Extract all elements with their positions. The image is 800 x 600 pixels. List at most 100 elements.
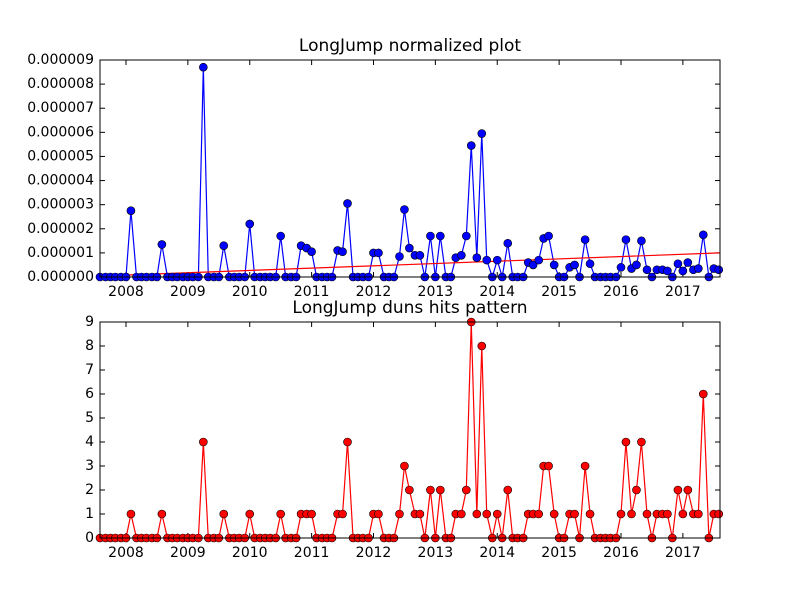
data-point <box>663 509 672 519</box>
data-point <box>415 509 425 519</box>
data-point <box>415 251 425 260</box>
x-tick-label: 2008 <box>108 545 144 561</box>
y-tick-label: 0.000009 <box>27 52 94 68</box>
x-tick-label: 2012 <box>356 284 392 300</box>
y-tick-label: 5 <box>85 410 94 426</box>
data-point <box>642 509 652 519</box>
y-tick-label: 0.000000 <box>27 269 94 285</box>
y-tick-label: 4 <box>85 434 94 450</box>
y-tick-label: 0.000002 <box>27 221 94 237</box>
data-line <box>100 321 719 539</box>
data-point <box>199 437 208 447</box>
data-point <box>570 260 579 270</box>
data-point <box>466 141 476 150</box>
data-point <box>436 231 445 241</box>
data-point <box>426 231 435 241</box>
data-point <box>462 231 471 241</box>
x-tick-label: 2016 <box>603 284 639 300</box>
y-tick-label: 0.000007 <box>27 100 94 116</box>
data-point <box>426 485 435 495</box>
x-tick-label: 2016 <box>603 545 639 561</box>
data-point <box>549 260 559 270</box>
data-point <box>126 509 136 519</box>
data-point <box>642 265 652 275</box>
x-tick-label: 2013 <box>418 545 454 561</box>
data-point <box>673 485 683 495</box>
data-point <box>683 258 693 267</box>
y-tick-label: 2 <box>85 482 94 498</box>
y-tick-label: 0.000003 <box>27 197 94 213</box>
data-point <box>492 255 502 265</box>
data-point <box>714 509 724 519</box>
data-point <box>528 260 538 270</box>
data-point <box>663 266 672 276</box>
data-point <box>621 437 631 447</box>
data-point <box>374 509 383 519</box>
x-tick-label: 2011 <box>294 284 330 300</box>
data-point <box>276 509 285 519</box>
data-point <box>472 253 482 263</box>
data-point <box>395 509 404 519</box>
x-tick-label: 2015 <box>541 284 577 300</box>
x-tick-label: 2015 <box>541 545 577 561</box>
x-tick-label: 2013 <box>418 284 454 300</box>
data-point <box>570 509 579 519</box>
y-tick-label: 0.000005 <box>27 148 94 164</box>
data-point <box>503 238 513 248</box>
y-tick-label: 9 <box>85 314 94 330</box>
y-tick-label: 0.000001 <box>27 245 94 261</box>
data-point <box>580 461 590 471</box>
y-tick-label: 1 <box>85 506 94 522</box>
x-tick-label: 2017 <box>665 284 701 300</box>
data-point <box>627 509 636 519</box>
x-tick-label: 2014 <box>479 545 515 561</box>
data-point <box>632 485 641 495</box>
x-tick-label: 2009 <box>170 545 206 561</box>
data-point <box>492 509 502 519</box>
plot-frame <box>99 59 721 278</box>
y-tick-label: 0.000008 <box>27 76 94 92</box>
data-point <box>534 255 544 265</box>
data-point <box>585 259 595 269</box>
data-point <box>714 265 724 275</box>
data-point <box>482 255 492 265</box>
data-point <box>482 509 492 519</box>
x-tick-label: 2010 <box>232 284 268 300</box>
data-point <box>436 485 445 495</box>
data-point <box>585 509 595 519</box>
data-point <box>462 485 471 495</box>
data-point <box>276 231 285 241</box>
y-tick-label: 6 <box>85 386 94 402</box>
data-point <box>338 247 347 256</box>
chart-title: LongJump normalized plot <box>299 36 521 56</box>
data-point <box>405 485 414 495</box>
x-tick-label: 2008 <box>108 284 144 300</box>
y-tick-label: 3 <box>85 458 94 474</box>
data-point <box>457 509 466 519</box>
y-tick-label: 0.000004 <box>27 173 94 189</box>
data-point <box>673 259 683 269</box>
data-point <box>343 199 352 208</box>
data-point <box>374 248 383 258</box>
data-point <box>694 264 703 273</box>
data-point <box>457 251 466 260</box>
data-point <box>157 240 167 249</box>
data-point <box>616 263 626 272</box>
data-point <box>678 266 688 276</box>
chart-title: LongJump duns hits pattern <box>292 298 527 318</box>
data-point <box>400 461 409 471</box>
data-point <box>126 206 136 215</box>
data-point <box>219 241 229 250</box>
data-point <box>678 509 688 519</box>
data-point <box>199 62 208 72</box>
data-point <box>694 509 703 519</box>
x-tick-label: 2014 <box>479 284 515 300</box>
data-point <box>544 231 553 241</box>
x-tick-label: 2010 <box>232 545 268 561</box>
data-point <box>637 236 646 246</box>
trend-line <box>99 252 721 277</box>
data-point <box>219 509 229 519</box>
y-tick-label: 7 <box>85 362 94 378</box>
data-point <box>477 341 487 351</box>
